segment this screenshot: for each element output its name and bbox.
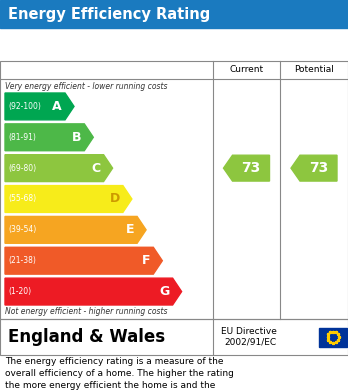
- Text: (69-80): (69-80): [8, 164, 36, 173]
- Text: (81-91): (81-91): [8, 133, 36, 142]
- Text: D: D: [110, 192, 120, 206]
- Text: 73: 73: [242, 161, 261, 175]
- Text: (1-20): (1-20): [8, 287, 31, 296]
- Text: (55-68): (55-68): [8, 194, 36, 203]
- Bar: [0, 0, 348, 28]
- Text: F: F: [142, 254, 150, 267]
- Text: (21-38): (21-38): [8, 256, 36, 265]
- Text: A: A: [53, 100, 62, 113]
- Text: Energy Efficiency Rating: Energy Efficiency Rating: [8, 7, 210, 22]
- Bar: [0, 61, 348, 319]
- Polygon shape: [5, 124, 93, 151]
- Text: E: E: [126, 223, 134, 236]
- Polygon shape: [5, 186, 132, 212]
- Text: Not energy efficient - higher running costs: Not energy efficient - higher running co…: [5, 307, 167, 316]
- Text: (92-100): (92-100): [8, 102, 41, 111]
- Text: C: C: [92, 161, 101, 175]
- Polygon shape: [291, 155, 337, 181]
- Text: (39-54): (39-54): [8, 225, 36, 234]
- Bar: [0, 319, 348, 355]
- Text: Very energy efficient - lower running costs: Very energy efficient - lower running co…: [5, 82, 167, 91]
- Polygon shape: [5, 155, 113, 181]
- Text: 73: 73: [309, 161, 328, 175]
- Bar: [319, 328, 347, 346]
- Polygon shape: [5, 247, 162, 274]
- Text: The energy efficiency rating is a measure of the
overall efficiency of a home. T: The energy efficiency rating is a measur…: [5, 357, 234, 391]
- Text: EU Directive
2002/91/EC: EU Directive 2002/91/EC: [221, 327, 277, 347]
- Text: G: G: [159, 285, 169, 298]
- Text: Potential: Potential: [294, 66, 334, 75]
- Text: Current: Current: [229, 66, 263, 75]
- Polygon shape: [5, 93, 74, 120]
- Text: B: B: [72, 131, 81, 144]
- Polygon shape: [223, 155, 269, 181]
- Polygon shape: [5, 278, 182, 305]
- Text: England & Wales: England & Wales: [8, 328, 165, 346]
- Polygon shape: [5, 217, 146, 243]
